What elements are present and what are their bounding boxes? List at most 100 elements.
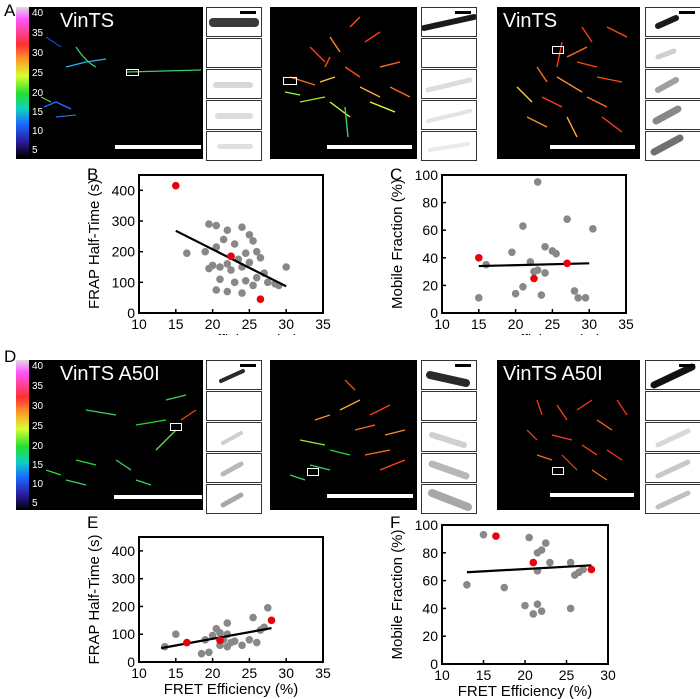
data-point-gray: [241, 277, 250, 285]
data-point-gray: [541, 269, 549, 277]
x-tick-label: 25: [242, 316, 258, 332]
data-point-gray: [264, 604, 272, 612]
x-tick-label: 25: [545, 316, 561, 332]
data-point-gray: [533, 600, 542, 609]
x-tick-label: 20: [517, 667, 533, 683]
data-point-gray: [245, 258, 254, 267]
data-point-gray: [519, 282, 527, 291]
data-point-gray: [566, 604, 575, 613]
data-point-gray: [249, 237, 257, 245]
y-tick-label: 400: [112, 182, 136, 198]
thumbnail: [645, 69, 700, 99]
x-tick-label: 10: [131, 316, 147, 332]
data-point-gray: [216, 629, 224, 637]
y-tick-label: 100: [112, 274, 136, 290]
data-point-gray: [537, 607, 546, 615]
data-point-gray: [223, 287, 232, 296]
data-point-gray: [563, 215, 571, 223]
data-point-gray: [541, 242, 549, 251]
data-point-red: [183, 638, 191, 647]
data-point-gray: [172, 630, 180, 639]
data-point-gray: [525, 533, 533, 542]
panel-letter-a: A: [4, 1, 16, 20]
y-tick-label: 400: [112, 543, 136, 559]
x-axis-label: FRET Efficiency (%): [458, 683, 592, 699]
panel-letter-d: D: [4, 347, 17, 366]
thumbnail: [421, 7, 477, 37]
data-point-red: [587, 565, 596, 574]
y-tick-label: 40: [422, 250, 438, 266]
thumbnail-column-a2: [421, 7, 477, 161]
data-point-gray: [264, 278, 272, 287]
panel-letter-e: E: [87, 513, 99, 532]
data-point-gray: [223, 619, 232, 627]
thumbnail: [206, 484, 262, 514]
y-tick-label: 0: [430, 305, 438, 321]
thumbnail: [645, 484, 700, 514]
data-point-gray: [230, 278, 239, 287]
data-point-red: [256, 295, 265, 303]
y-tick-label: 0: [127, 305, 135, 321]
data-point-gray: [238, 223, 246, 231]
data-point-gray: [537, 291, 546, 299]
x-tick-label: 20: [508, 316, 524, 332]
roi-box-d1: [170, 423, 182, 431]
roi-box-a3: [552, 46, 564, 54]
panel-letter-f: F: [390, 513, 401, 532]
thumbnail: [206, 131, 262, 161]
x-tick-label: 20: [205, 665, 221, 681]
data-point-gray: [511, 289, 520, 298]
data-point-gray: [589, 225, 597, 233]
data-point-gray: [230, 637, 239, 645]
thumbnail: [421, 69, 477, 99]
x-tick-label: 20: [205, 316, 221, 332]
thumbnail: [421, 453, 477, 483]
thumbnail: [206, 391, 262, 421]
data-point-gray: [212, 286, 221, 294]
thumbnail: [645, 7, 700, 37]
thumbnail: [645, 422, 700, 452]
y-axis-label: FRAP Half-Time (s): [86, 179, 103, 309]
thumbnail: [421, 38, 477, 68]
y-tick-label: 20: [422, 628, 438, 644]
colorbar-tick-25: 25: [32, 421, 44, 432]
colorbar-tick-20: 20: [32, 88, 44, 99]
data-point-gray: [197, 649, 206, 658]
x-tick-label: 10: [131, 665, 147, 681]
data-point-gray: [183, 249, 191, 257]
data-point-gray: [541, 539, 550, 547]
colorbar-tick-40: 40: [32, 361, 44, 372]
fit-line: [160, 627, 272, 650]
axes-frame: [441, 174, 627, 314]
data-point-red: [216, 636, 224, 645]
x-tick-label: 35: [315, 665, 331, 681]
thumbnail: [206, 453, 262, 483]
colorbar-tick-15: 15: [32, 107, 44, 118]
thumbnail: [421, 484, 477, 514]
x-tick-label: 25: [559, 667, 575, 683]
x-axis-label: FRET Efficiency (%): [164, 332, 298, 335]
data-point-gray: [249, 613, 257, 622]
data-point-gray: [479, 530, 488, 539]
scale-bar-d3: [550, 493, 634, 497]
colorbar-tick-5: 5: [32, 498, 38, 509]
roi-box-d2: [307, 468, 319, 476]
data-point-gray: [508, 248, 516, 257]
data-point-gray: [223, 260, 232, 268]
thumbnail: [421, 131, 477, 161]
data-point-gray: [475, 294, 483, 302]
micrograph-d1: 40 35 30 25 20 15 10 5 VinTS A50I: [16, 360, 203, 510]
y-tick-label: 60: [422, 573, 438, 589]
cell-label-a1: VinTS: [60, 10, 115, 32]
colorbar-tick-30: 30: [32, 401, 44, 412]
micrograph-a3: VinTS: [497, 7, 640, 159]
colorbar: [16, 360, 29, 510]
thumbnail-column-a3: [645, 7, 700, 161]
micrograph-a2: [270, 7, 417, 159]
data-point-gray: [519, 222, 527, 230]
thumbnail: [645, 100, 700, 130]
data-point-gray: [205, 264, 213, 273]
data-point-gray: [566, 558, 575, 567]
y-tick-label: 300: [112, 571, 136, 587]
data-point-gray: [529, 610, 538, 618]
